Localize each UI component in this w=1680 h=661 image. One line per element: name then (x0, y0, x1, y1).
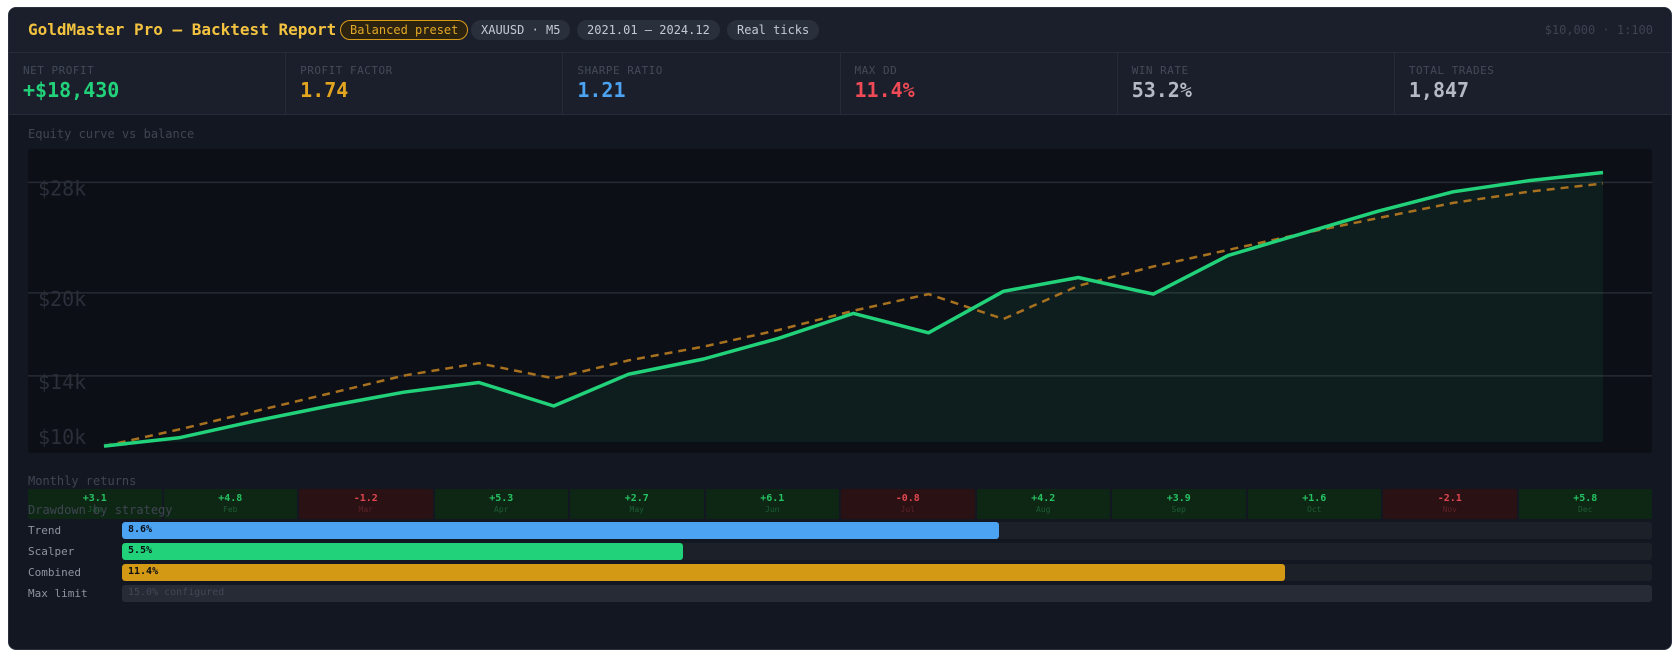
month-label: Jul (900, 505, 915, 514)
kpi-label: WIN RATE (1131, 64, 1189, 77)
equity-section-title: Equity curve vs balance (28, 127, 195, 141)
month-cell: -2.1 Nov (1383, 489, 1517, 519)
month-label: May (629, 505, 644, 514)
equity-chart-svg: $28k $20k $14k $10k (28, 170, 1652, 449)
month-cell: +1.6 Oct (1247, 489, 1381, 519)
kpi-value: 1.21 (577, 78, 626, 102)
month-return: -0.8 (895, 493, 920, 504)
preset-badge[interactable]: Balanced preset (340, 20, 469, 40)
drawdown-track: 11.4% (122, 564, 1652, 581)
month-return: +5.3 (489, 493, 514, 504)
month-label: Apr (494, 505, 509, 514)
month-return: -1.2 (353, 493, 378, 504)
month-return: +4.2 (1031, 493, 1056, 504)
kpi-value: 11.4% (854, 78, 915, 102)
kpi-strip: NET PROFIT +$18,430 PROFIT FACTOR 1.74 S… (9, 53, 1671, 115)
kpi-label: PROFIT FACTOR (300, 64, 393, 77)
backtest-report-window: GoldMaster Pro — Backtest Report Balance… (8, 7, 1672, 650)
month-label: Aug (1036, 505, 1051, 514)
month-cell: -1.2 Mar (299, 489, 433, 519)
equity-line (103, 170, 1604, 448)
kpi-win-rate: WIN RATE 53.2% (1118, 53, 1395, 114)
symbol-chip[interactable]: XAUUSD · M5 (471, 20, 571, 40)
monthly-returns-title: Monthly returns (28, 474, 137, 488)
kpi-net-profit: NET PROFIT +$18,430 (9, 53, 287, 114)
kpi-profit-factor: PROFIT FACTOR 1.74 (286, 53, 564, 114)
drawdown-label: Trend (28, 524, 62, 537)
equity-area-fill (104, 172, 1603, 447)
drawdown-label: Max limit (28, 587, 88, 600)
drawdown-row-trend: Trend 8.6% (28, 522, 1652, 539)
drawdown-value: 11.4% (128, 566, 159, 577)
kpi-label: TOTAL TRADES (1408, 64, 1495, 77)
ticks-chip[interactable]: Real ticks (727, 20, 820, 40)
month-label: Jun (765, 505, 780, 514)
drawdown-row-combined: Combined 11.4% (28, 564, 1652, 581)
kpi-label: NET PROFIT (23, 64, 95, 77)
month-return: +6.1 (760, 493, 785, 504)
period-chip[interactable]: 2021.01 – 2024.12 (577, 20, 720, 40)
drawdown-row-max-limit: Max limit 15.0% configured (28, 585, 1652, 602)
kpi-total-trades: TOTAL TRADES 1,847 (1395, 53, 1671, 114)
drawdown-value: 8.6% (128, 524, 153, 535)
month-cell: +4.2 Aug (976, 489, 1110, 519)
y-tick-label: $14k (38, 370, 86, 394)
y-tick-label: $10k (38, 425, 86, 449)
month-return: +2.7 (624, 493, 649, 504)
month-label: Feb (223, 505, 238, 514)
month-return: +3.9 (1166, 493, 1191, 504)
drawdown-limit-text: 15.0% configured (128, 587, 225, 598)
month-label: Sep (1171, 505, 1186, 514)
y-tick-label: $28k (38, 176, 86, 200)
equity-chart: $28k $20k $14k $10k (28, 149, 1652, 453)
drawdown-label: Scalper (28, 545, 75, 558)
kpi-value: +$18,430 (23, 78, 120, 102)
month-label: Oct (1307, 505, 1322, 514)
monthly-returns-grid: +3.1 Jan +4.8 Feb -1.2 Mar +5.3 Apr +2.7 May … (28, 489, 1652, 519)
report-title: GoldMaster Pro — Backtest Report (28, 20, 337, 39)
month-return: +5.8 (1573, 493, 1598, 504)
drawdown-section-title: Drawdown by strategy (28, 503, 173, 517)
month-label: Nov (1442, 505, 1457, 514)
report-header: GoldMaster Pro — Backtest Report Balance… (9, 8, 1671, 53)
drawdown-bar-combined: 11.4% (122, 564, 1285, 581)
drawdown-value: 5.5% (128, 545, 153, 556)
deposit-leverage: $10,000 · 1:100 (1544, 23, 1653, 37)
month-return: +4.8 (218, 493, 243, 504)
kpi-label: MAX DD (854, 64, 898, 77)
month-return: -2.1 (1437, 493, 1462, 504)
month-cell: +2.7 May (570, 489, 704, 519)
month-cell: +5.8 Dec (1518, 489, 1652, 519)
month-label: Jan (87, 505, 102, 514)
kpi-label: SHARPE RATIO (577, 64, 663, 77)
drawdown-limit-track: 15.0% configured (122, 585, 1652, 602)
month-cell: +3.1 Jan (28, 489, 162, 519)
month-cell: -0.8 Jul (841, 489, 975, 519)
month-cell: +3.9 Sep (1112, 489, 1246, 519)
month-label: Mar (358, 505, 373, 514)
kpi-value: 1,847 (1408, 78, 1470, 102)
drawdown-track: 8.6% (122, 522, 1652, 539)
kpi-value: 1.74 (300, 78, 349, 102)
kpi-sharpe-ratio: SHARPE RATIO 1.21 (563, 53, 841, 114)
month-return: +3.1 (82, 493, 107, 504)
month-return: +1.6 (1302, 493, 1327, 504)
month-cell: +5.3 Apr (434, 489, 568, 519)
drawdown-row-scalper: Scalper 5.5% (28, 543, 1652, 560)
drawdown-bar-scalper: 5.5% (122, 543, 683, 560)
month-cell: +6.1 Jun (705, 489, 839, 519)
drawdown-label: Combined (28, 566, 81, 579)
month-cell: +4.8 Feb (163, 489, 297, 519)
drawdown-track: 5.5% (122, 543, 1652, 560)
drawdown-bar-trend: 8.6% (122, 522, 1000, 539)
balance-line (103, 182, 1604, 448)
kpi-value: 53.2% (1131, 78, 1192, 102)
month-label: Dec (1578, 505, 1593, 514)
y-tick-label: $20k (38, 287, 86, 311)
kpi-max-dd: MAX DD 11.4% (841, 53, 1118, 114)
